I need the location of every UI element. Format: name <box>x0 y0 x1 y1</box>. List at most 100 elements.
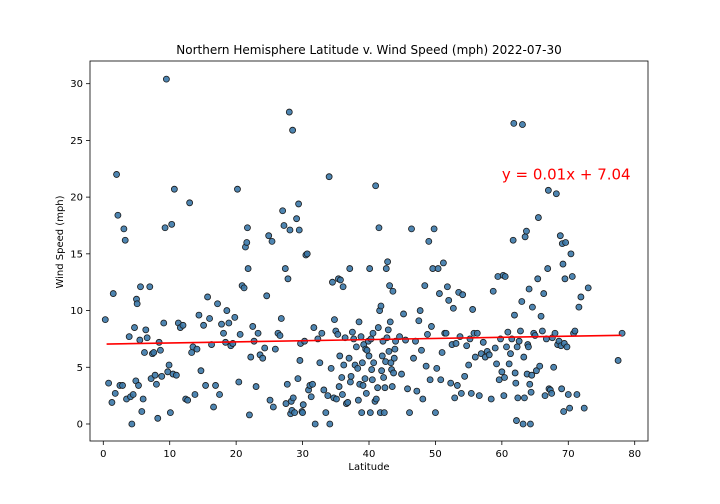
data-point <box>121 236 129 244</box>
data-point <box>354 396 362 404</box>
data-point <box>479 338 487 346</box>
x-tick-label: 50 <box>429 449 442 460</box>
data-point <box>120 225 128 233</box>
data-point <box>372 182 380 190</box>
data-point <box>386 282 393 290</box>
data-point <box>138 408 146 415</box>
data-point <box>419 395 427 403</box>
data-point <box>563 343 571 351</box>
data-point <box>212 382 219 389</box>
data-point <box>294 375 302 383</box>
data-point <box>350 335 358 343</box>
data-point <box>111 389 119 397</box>
data-point <box>268 237 276 245</box>
data-point <box>485 351 493 359</box>
data-point <box>534 275 542 283</box>
data-point <box>331 316 338 324</box>
data-point <box>402 336 409 344</box>
data-point <box>374 384 382 392</box>
data-point <box>128 420 136 428</box>
data-point <box>295 226 303 234</box>
data-point <box>339 391 346 398</box>
data-point <box>442 329 450 337</box>
data-point <box>346 378 354 386</box>
data-point <box>225 319 233 327</box>
data-point <box>447 379 455 387</box>
data-point <box>105 379 112 387</box>
data-point <box>571 327 579 335</box>
data-point <box>280 222 288 229</box>
data-point <box>531 332 539 339</box>
data-point <box>519 121 526 128</box>
data-point <box>380 374 388 381</box>
data-point <box>388 383 396 390</box>
data-point <box>550 363 558 371</box>
y-tick-label: 30 <box>70 79 83 90</box>
data-point <box>310 324 318 331</box>
data-point <box>246 411 253 419</box>
data-point <box>299 409 306 417</box>
data-point <box>428 323 435 330</box>
data-points <box>101 75 626 428</box>
data-point <box>291 409 299 417</box>
data-point <box>204 293 211 301</box>
data-point <box>382 265 390 272</box>
data-point <box>487 395 495 403</box>
data-point <box>234 185 241 193</box>
data-point <box>536 362 544 370</box>
data-point <box>573 391 581 398</box>
data-point <box>561 275 569 283</box>
data-point <box>389 287 397 295</box>
data-point <box>372 395 380 403</box>
data-point <box>210 403 217 411</box>
data-point <box>534 214 542 221</box>
data-point <box>498 368 506 376</box>
y-tick-label: 10 <box>70 306 83 317</box>
data-point <box>398 370 405 378</box>
data-point <box>540 290 548 297</box>
y-tick-label: 0 <box>77 419 83 430</box>
data-point <box>320 386 328 394</box>
data-point <box>528 371 536 379</box>
data-point <box>503 343 510 351</box>
data-point <box>509 236 517 244</box>
data-point <box>551 329 559 337</box>
data-point <box>362 389 370 397</box>
data-point <box>266 396 274 404</box>
data-point <box>109 290 117 297</box>
data-point <box>141 349 148 356</box>
data-point <box>471 353 479 361</box>
data-point <box>271 345 279 353</box>
data-point <box>296 357 304 364</box>
data-point <box>537 312 545 320</box>
data-point <box>368 366 376 373</box>
data-point <box>216 391 223 398</box>
data-point <box>374 324 382 331</box>
data-point <box>135 382 142 389</box>
data-point <box>289 126 297 134</box>
axes: 0 10 20 30 40 50 60 70 80 0 5 10 15 20 25 30 <box>70 60 649 460</box>
data-point <box>512 379 520 387</box>
data-point <box>244 265 252 272</box>
data-point <box>513 417 520 424</box>
data-point <box>344 399 352 406</box>
data-point <box>338 374 346 381</box>
data-point <box>421 282 429 290</box>
data-point <box>533 367 540 375</box>
data-point <box>584 284 592 292</box>
data-point <box>445 296 453 304</box>
data-point <box>526 380 534 388</box>
data-point <box>114 211 122 219</box>
data-point <box>154 414 162 422</box>
data-point <box>157 346 164 354</box>
x-tick-label: 80 <box>628 449 641 460</box>
data-point <box>511 311 518 319</box>
data-point <box>160 319 168 327</box>
data-point <box>436 290 443 297</box>
data-point <box>340 361 348 369</box>
data-point <box>505 360 513 368</box>
data-point <box>206 315 213 322</box>
data-point <box>580 404 588 412</box>
data-point <box>345 354 353 362</box>
data-point <box>519 420 527 428</box>
